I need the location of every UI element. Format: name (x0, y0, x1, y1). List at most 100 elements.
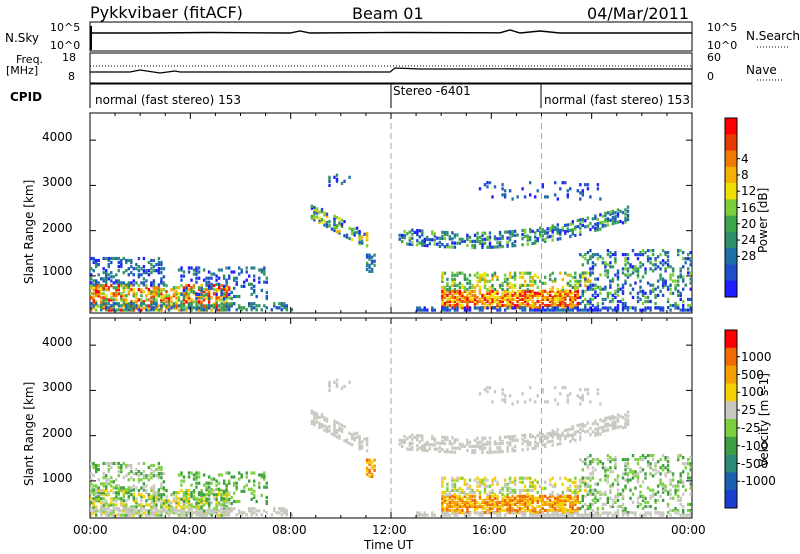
velocity-cell (569, 511, 572, 515)
velocity-cell (601, 506, 605, 511)
velocity-cell (217, 473, 221, 477)
power-cell (529, 295, 532, 299)
velocity-cell (556, 496, 559, 500)
power-cell (513, 283, 517, 287)
velocity-cell (95, 507, 98, 511)
power-cell (491, 275, 494, 279)
power-cell (157, 294, 161, 298)
power-cell (100, 302, 103, 306)
velocity-cell (639, 456, 642, 460)
power-cell (222, 288, 226, 292)
velocity-cell (529, 476, 532, 480)
power-cell (187, 294, 191, 298)
velocity-cell (576, 498, 579, 502)
velocity-cell (423, 513, 426, 517)
velocity-cell (190, 507, 193, 511)
power-cell (659, 261, 662, 265)
velocity-cell (649, 496, 652, 500)
velocity-cell (248, 507, 251, 511)
velocity-cell (549, 513, 552, 517)
power-cell (212, 288, 216, 292)
velocity-cell (471, 504, 474, 509)
velocity-cell (115, 478, 118, 482)
power-cell (556, 295, 559, 299)
velocity-cell (187, 493, 191, 497)
power-cell (170, 288, 173, 292)
power-cell (441, 297, 444, 301)
power-cell (468, 273, 472, 277)
velocity-cell (112, 507, 115, 511)
power-cell (428, 238, 431, 242)
power-cell (503, 297, 507, 301)
velocity-cell (212, 477, 216, 481)
power-cell (594, 283, 597, 287)
velocity-cell (97, 463, 100, 468)
power-cell (175, 304, 178, 308)
velocity-cell (523, 511, 527, 515)
power-cell (604, 211, 607, 215)
power-cell (217, 304, 221, 308)
power-cell (185, 300, 188, 304)
power-cell (338, 229, 341, 233)
velocity-cell (616, 498, 620, 502)
power-cell (373, 253, 376, 257)
power-cell (102, 300, 105, 304)
power-cell (358, 232, 361, 236)
power-cell (529, 181, 532, 185)
power-cell (451, 293, 454, 297)
power-cell (463, 273, 467, 277)
velocity-cell (584, 494, 587, 498)
power-cell (350, 230, 354, 234)
power-cell (207, 304, 211, 308)
velocity-cell (546, 440, 549, 444)
power-cell (110, 306, 113, 310)
velocity-cell (125, 491, 128, 495)
velocity-cell (518, 494, 522, 498)
power-cell (521, 233, 524, 237)
velocity-cell (408, 441, 411, 445)
power-cell (160, 288, 163, 292)
velocity-cell (152, 501, 156, 505)
velocity-cell (458, 476, 462, 480)
velocity-cell (451, 498, 454, 502)
velocity-cell (127, 491, 130, 495)
velocity-cell (165, 499, 168, 503)
power-cell (310, 206, 314, 210)
velocity-cell (202, 499, 206, 503)
velocity-cell (463, 500, 467, 504)
power-cell (343, 179, 346, 183)
power-cell (591, 303, 595, 308)
power-cell (636, 295, 640, 299)
velocity-cell (513, 444, 517, 449)
power-cell (561, 226, 564, 230)
velocity-cell (448, 504, 452, 509)
velocity-cell (185, 495, 188, 499)
power-cell (579, 301, 582, 306)
velocity-cell (243, 511, 246, 515)
velocity-cell (486, 500, 489, 504)
velocity-cell (483, 511, 487, 515)
power-cell (491, 285, 494, 289)
power-cell (150, 304, 153, 308)
velocity-cell (516, 498, 519, 502)
velocity-cell (453, 502, 457, 506)
power-cell (453, 277, 457, 281)
velocity-cell (586, 484, 590, 488)
velocity-cell (614, 420, 617, 424)
velocity-cell (596, 392, 600, 396)
velocity-cell (689, 464, 692, 468)
velocity-cell (137, 474, 141, 478)
velocity-cell (205, 485, 208, 489)
velocity-cell (594, 500, 597, 504)
velocity-cell (604, 470, 607, 474)
power-cell (105, 288, 108, 292)
power-cell (496, 295, 499, 299)
velocity-cell (554, 496, 557, 500)
power-cell (215, 298, 218, 302)
velocity-cell (152, 505, 156, 509)
velocity-cell (589, 506, 592, 511)
velocity-cell (212, 497, 216, 501)
velocity-cell (120, 468, 123, 472)
power-cell (666, 263, 670, 267)
power-cell (523, 283, 527, 287)
